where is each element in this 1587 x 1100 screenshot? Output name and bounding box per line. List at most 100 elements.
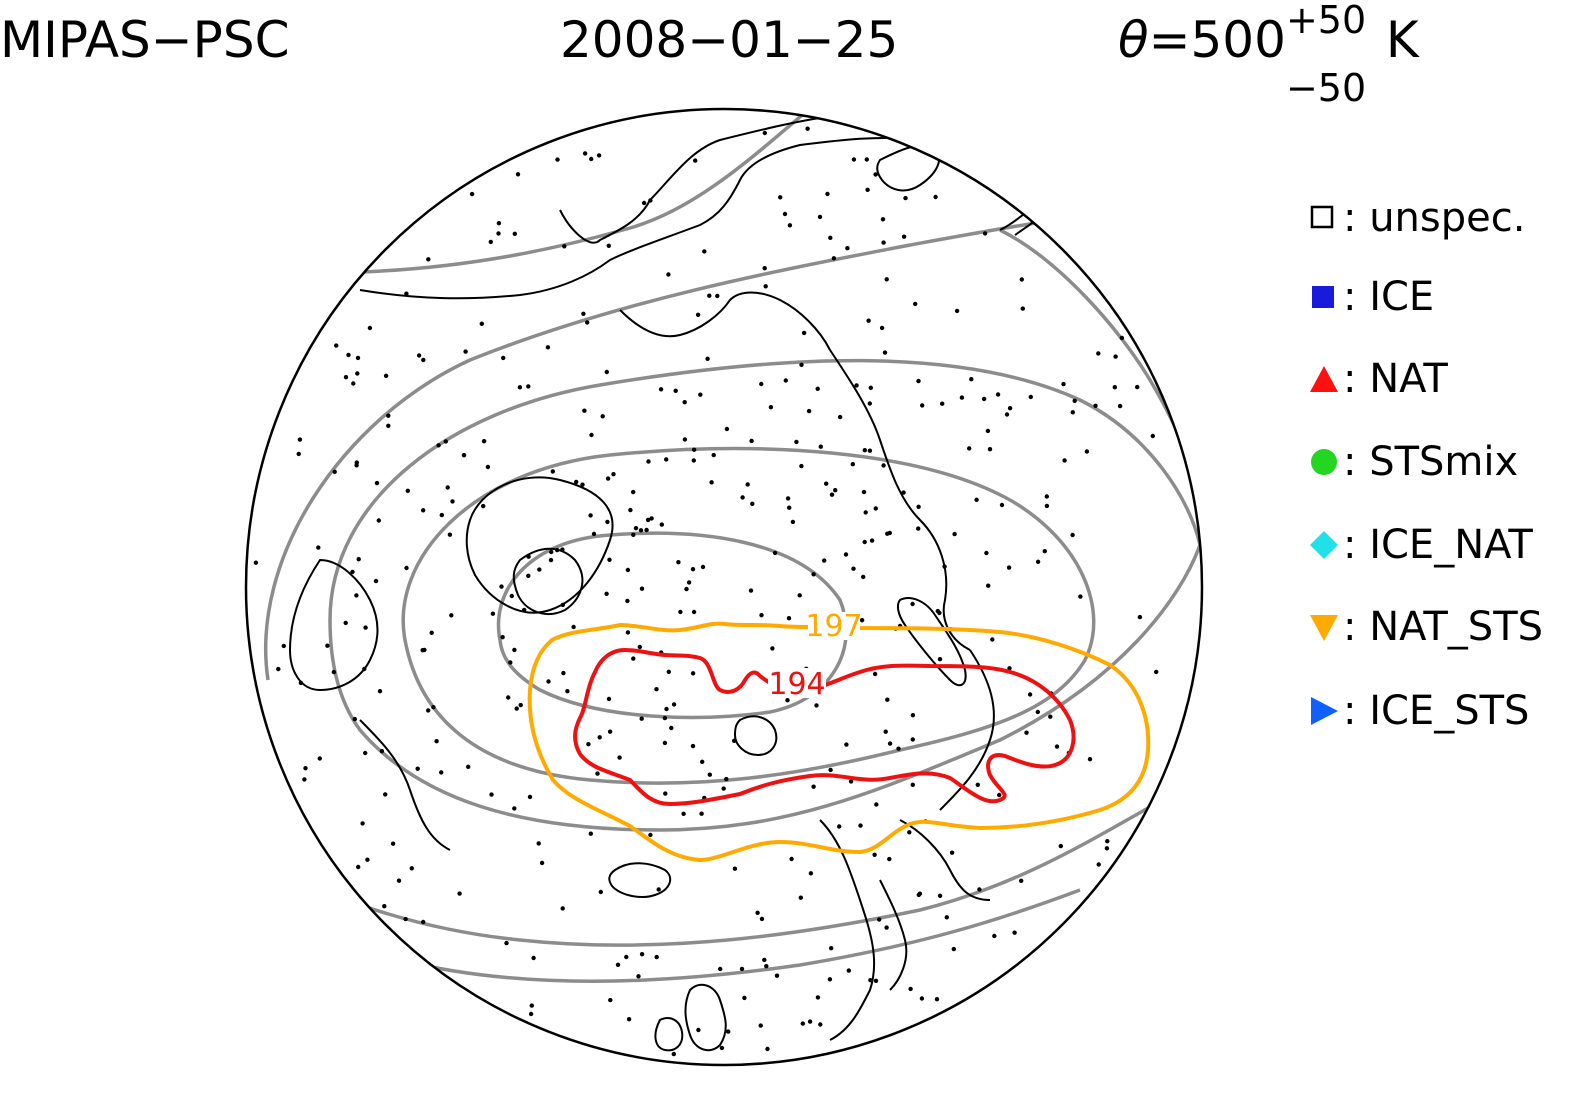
legend-label-ice-sts: : ICE_STS xyxy=(1343,688,1530,734)
measurement-point xyxy=(910,737,915,742)
measurement-point xyxy=(868,978,873,983)
measurement-point xyxy=(868,385,873,390)
measurement-point xyxy=(383,373,389,378)
measurement-point xyxy=(607,557,612,562)
measurement-point xyxy=(625,630,631,635)
measurement-point xyxy=(919,996,925,1001)
contour-197k-label-bg xyxy=(808,612,860,640)
measurement-point xyxy=(724,776,729,782)
measurement-point xyxy=(783,378,788,383)
measurement-point xyxy=(1035,709,1041,715)
measurement-point xyxy=(790,519,796,525)
measurement-point xyxy=(759,916,765,922)
measurement-point xyxy=(903,195,908,201)
measurement-point xyxy=(1019,878,1024,883)
measurement-point xyxy=(913,301,918,307)
measurement-point xyxy=(631,656,636,661)
measurement-point xyxy=(811,572,816,577)
measurement-point xyxy=(934,997,940,1002)
measurement-point xyxy=(908,986,913,992)
measurement-point xyxy=(351,381,356,386)
measurement-point xyxy=(942,564,947,569)
measurement-point xyxy=(807,1019,813,1024)
measurement-point xyxy=(967,446,972,451)
measurement-point xyxy=(862,448,867,453)
measurement-point xyxy=(999,502,1005,508)
measurement-point xyxy=(649,516,654,521)
measurement-point xyxy=(416,353,422,358)
measurement-point xyxy=(415,766,420,771)
contour-197k xyxy=(527,621,1151,863)
measurement-point xyxy=(504,940,509,946)
measurement-point xyxy=(625,598,630,604)
measurement-point xyxy=(589,432,594,438)
measurement-point xyxy=(539,860,545,866)
measurement-point xyxy=(765,1046,770,1052)
measurement-point xyxy=(367,325,373,331)
measurement-point xyxy=(916,504,921,509)
measurement-point xyxy=(529,1003,534,1008)
measurement-point xyxy=(959,395,965,400)
measurement-point xyxy=(984,550,989,556)
measurement-point xyxy=(987,447,993,452)
measurement-point xyxy=(445,485,450,490)
grey-contour-arc-6 xyxy=(359,109,822,274)
measurement-point xyxy=(682,400,687,405)
measurement-point xyxy=(626,1017,632,1022)
measurement-point xyxy=(561,670,566,676)
measurement-point xyxy=(546,679,551,684)
measurement-point xyxy=(403,916,408,922)
measurement-point xyxy=(346,352,351,358)
measurement-point xyxy=(588,513,593,518)
measurement-point xyxy=(449,613,454,618)
measurement-point xyxy=(405,488,410,493)
measurement-point xyxy=(1078,594,1083,599)
title-date: 2008−01−25 xyxy=(560,11,899,69)
measurement-point xyxy=(721,786,726,791)
measurement-point xyxy=(582,408,587,413)
measurement-point xyxy=(420,648,425,653)
measurement-point xyxy=(531,955,536,961)
measurement-point xyxy=(762,130,767,136)
grey-contour-ring-1 xyxy=(496,531,848,720)
measurement-point xyxy=(439,770,444,775)
measurement-point xyxy=(354,460,359,465)
measurement-point xyxy=(489,792,494,797)
diamond-icon xyxy=(1310,531,1338,559)
measurement-point xyxy=(977,887,982,892)
measurement-point xyxy=(859,618,865,623)
contour-197k-label: 197 xyxy=(805,609,862,644)
measurement-point xyxy=(379,749,385,754)
coastline-siberia-north xyxy=(939,649,995,811)
measurement-point xyxy=(354,593,359,598)
measurement-point xyxy=(303,766,308,771)
measurement-point xyxy=(625,567,631,573)
measurement-point xyxy=(582,151,588,156)
measurement-point xyxy=(526,573,531,578)
measurement-point xyxy=(656,887,661,892)
measurement-point xyxy=(1117,403,1123,409)
measurement-point xyxy=(837,414,843,420)
measurement-point xyxy=(404,565,409,571)
measurement-point xyxy=(509,593,514,599)
measurement-point xyxy=(316,545,321,550)
measurement-point xyxy=(848,779,854,784)
measurement-point xyxy=(828,235,833,240)
measurement-point xyxy=(837,824,842,829)
open-square-icon xyxy=(1310,205,1334,229)
measurement-point xyxy=(800,1021,805,1026)
measurement-point xyxy=(1093,403,1098,408)
measurement-point xyxy=(910,713,916,718)
measurement-point xyxy=(885,697,890,702)
measurement-point xyxy=(785,496,791,501)
measurement-point xyxy=(580,482,585,487)
measurement-point xyxy=(607,729,613,734)
measurement-point xyxy=(404,291,409,296)
measurement-point xyxy=(363,750,368,756)
measurement-point xyxy=(817,214,823,220)
measurement-point xyxy=(806,408,812,414)
measurement-point xyxy=(654,954,659,960)
measurement-point xyxy=(755,910,760,915)
measurement-point xyxy=(896,746,901,751)
measurement-point xyxy=(691,609,697,615)
